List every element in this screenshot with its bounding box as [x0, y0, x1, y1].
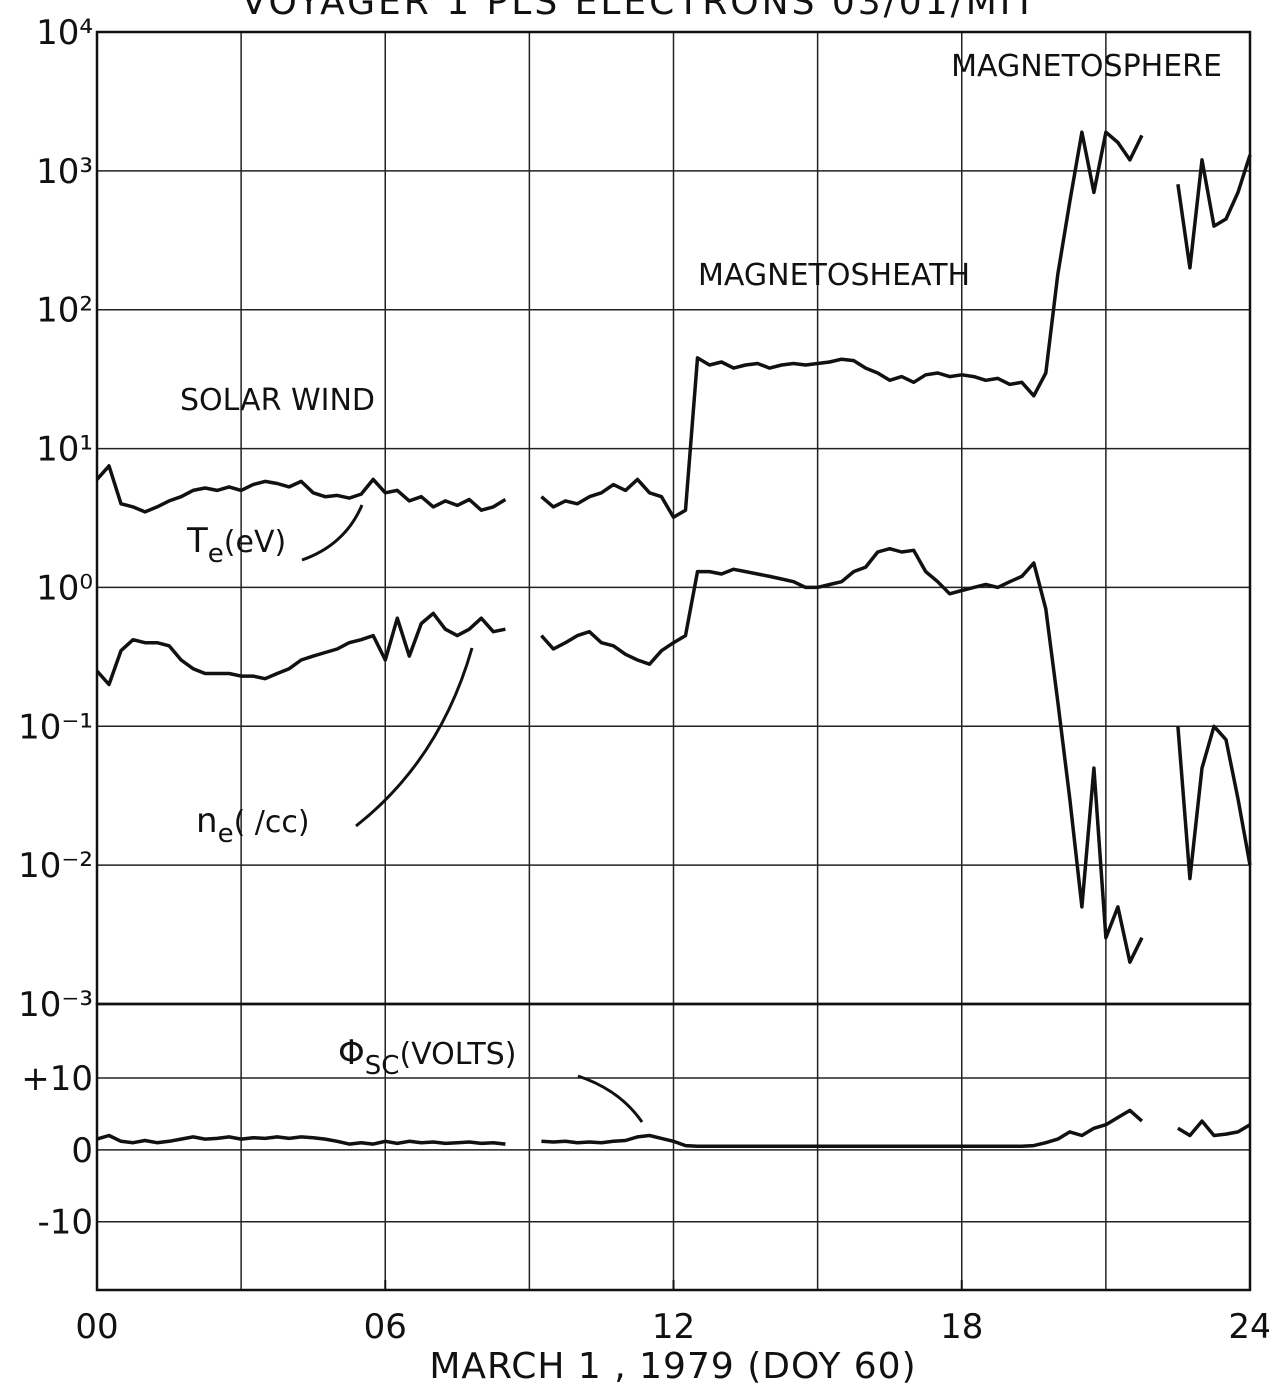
x-tick-label: 18 [940, 1307, 983, 1347]
x-tick-label: 24 [1228, 1307, 1269, 1347]
series-label: Te(eV) [186, 521, 286, 569]
x-axis-label: MARCH 1 , 1979 (DOY 60) [429, 1346, 916, 1387]
series-label: ne( /cc) [196, 801, 310, 849]
series-label-main: n [196, 801, 218, 841]
series-label-main: Φ [338, 1033, 365, 1073]
y-tick-label: -10 [37, 1203, 93, 1243]
y-tick-label: 0 [71, 1131, 93, 1171]
series-label-main: T [186, 521, 208, 561]
pointer-arrow [355, 647, 474, 828]
series-label-unit: ( /cc) [234, 805, 310, 840]
series-label-unit: (eV) [224, 525, 286, 560]
y-tick-label: 10⁰ [36, 568, 93, 608]
series-label-sub: e [218, 819, 234, 849]
pointer-arrow [301, 504, 364, 562]
series-label-sub: SC [365, 1051, 400, 1081]
x-tick-label: 12 [652, 1307, 695, 1347]
annotation: MAGNETOSHEATH [698, 258, 970, 293]
annotation: SOLAR WIND [180, 383, 375, 418]
y-tick-label: 10⁴ [36, 13, 93, 53]
y-tick-label: 10² [36, 291, 93, 331]
plot-frame [95, 1002, 1252, 1292]
pointer-arrow [577, 1074, 644, 1123]
y-tick-label: 10⁻² [18, 846, 93, 886]
data-line [95, 130, 1252, 520]
annotation: MAGNETOSPHERE [951, 49, 1222, 84]
y-tick-label: 10⁻³ [18, 985, 93, 1025]
series-label-unit: (VOLTS) [399, 1037, 516, 1072]
y-tick-label: 10¹ [36, 430, 93, 470]
x-tick-label: 00 [75, 1307, 118, 1347]
data-line [95, 546, 1252, 964]
series-label-sub: e [208, 539, 224, 569]
y-tick-label: +10 [21, 1059, 93, 1099]
x-tick-label: 06 [364, 1307, 407, 1347]
y-tick-label: 10⁻¹ [18, 707, 93, 747]
y-tick-label: 10³ [36, 152, 93, 192]
data-line [96, 1108, 1251, 1149]
series-label: ΦSC(VOLTS) [338, 1033, 516, 1081]
chart-title: VOYAGER 1 PLS ELECTRONS 03/01/MIT [242, 0, 1039, 23]
